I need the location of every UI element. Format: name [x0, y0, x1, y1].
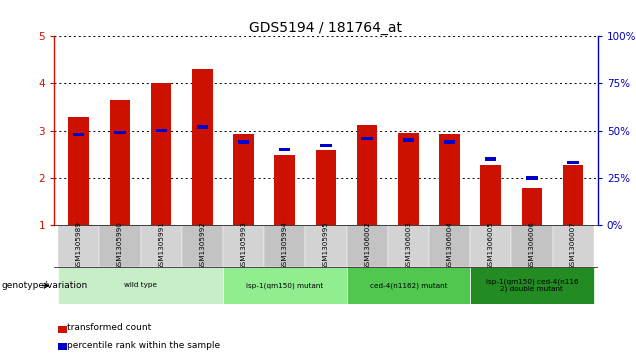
Bar — [403, 138, 414, 142]
Text: percentile rank within the sample: percentile rank within the sample — [67, 341, 220, 350]
Text: GSM1306004: GSM1306004 — [446, 221, 453, 270]
Bar — [347, 225, 388, 267]
Bar — [321, 144, 331, 147]
Bar — [156, 129, 167, 132]
Bar — [526, 176, 537, 180]
Bar — [347, 267, 470, 304]
Bar — [69, 117, 89, 225]
Bar — [141, 225, 182, 267]
Text: GSM1306007: GSM1306007 — [570, 221, 576, 270]
Bar — [485, 157, 496, 161]
Bar — [151, 83, 172, 225]
Text: isp-1(qm150) mutant: isp-1(qm150) mutant — [246, 282, 323, 289]
Bar — [553, 225, 594, 267]
Text: GSM1306005: GSM1306005 — [488, 221, 494, 270]
Bar — [480, 165, 501, 225]
Text: GSM1305995: GSM1305995 — [323, 221, 329, 270]
Bar — [58, 267, 223, 304]
Bar — [99, 225, 141, 267]
Bar — [563, 165, 583, 225]
Text: GSM1305993: GSM1305993 — [240, 221, 247, 270]
Bar — [279, 148, 291, 151]
Text: GSM1306002: GSM1306002 — [364, 221, 370, 270]
Bar — [567, 161, 579, 164]
Bar — [357, 125, 377, 225]
Bar — [238, 140, 249, 144]
Text: GSM1305989: GSM1305989 — [76, 221, 82, 270]
Bar — [444, 140, 455, 144]
Bar — [197, 125, 208, 129]
Bar — [388, 225, 429, 267]
Text: GSM1305991: GSM1305991 — [158, 221, 164, 270]
Text: GSM1305994: GSM1305994 — [282, 221, 287, 270]
Bar — [470, 267, 594, 304]
Bar — [470, 225, 511, 267]
Text: genotype/variation: genotype/variation — [2, 281, 88, 290]
Bar — [192, 69, 212, 225]
Text: isp-1(qm150) ced-4(n116
2) double mutant: isp-1(qm150) ced-4(n116 2) double mutant — [486, 278, 578, 292]
Bar — [305, 225, 347, 267]
Bar — [114, 131, 126, 134]
Bar — [58, 326, 67, 333]
Bar — [223, 225, 264, 267]
Bar — [109, 100, 130, 225]
Text: GSM1306003: GSM1306003 — [405, 221, 411, 270]
Bar — [439, 134, 460, 225]
Bar — [429, 225, 470, 267]
Text: GSM1305992: GSM1305992 — [199, 221, 205, 270]
Text: GSM1306006: GSM1306006 — [529, 221, 535, 270]
Bar — [58, 225, 99, 267]
Bar — [275, 155, 295, 225]
Bar — [233, 134, 254, 225]
Bar — [73, 133, 85, 136]
Bar — [361, 136, 373, 140]
Title: GDS5194 / 181764_at: GDS5194 / 181764_at — [249, 21, 403, 35]
Bar — [182, 225, 223, 267]
Text: transformed count: transformed count — [67, 323, 151, 332]
Bar — [264, 225, 305, 267]
Bar — [223, 267, 347, 304]
Bar — [511, 225, 553, 267]
Bar — [315, 151, 336, 225]
Bar — [398, 133, 418, 225]
Text: wild type: wild type — [124, 282, 157, 288]
Text: ced-4(n1162) mutant: ced-4(n1162) mutant — [370, 282, 447, 289]
Text: GSM1305990: GSM1305990 — [117, 221, 123, 270]
Bar — [522, 188, 543, 225]
Bar — [58, 343, 67, 350]
